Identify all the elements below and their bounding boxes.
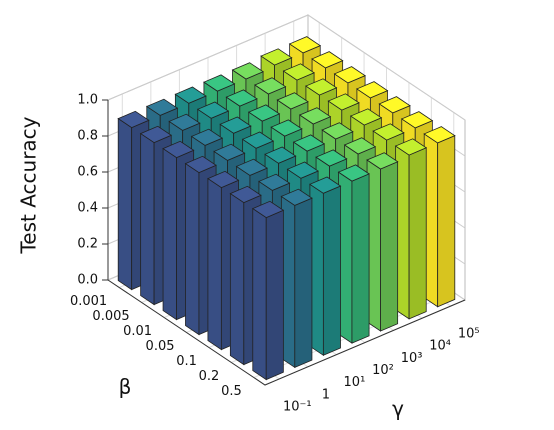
- y-tick-label: 0.1: [176, 354, 197, 369]
- bar: [366, 152, 399, 332]
- bar-front: [408, 147, 427, 320]
- y-tick-label: 0.5: [221, 384, 242, 399]
- bar-top: [219, 116, 252, 134]
- bar-side: [140, 132, 155, 306]
- bar-top: [213, 143, 246, 161]
- bar-front: [351, 173, 370, 344]
- bar-top: [288, 36, 322, 54]
- grid-line: [107, 14, 466, 121]
- bar-top: [264, 146, 297, 164]
- bar-top: [251, 200, 285, 219]
- floor-edge: [107, 279, 466, 386]
- bar-front: [322, 185, 341, 356]
- bar-top: [298, 107, 332, 125]
- x-tick-label: 10⁻¹: [283, 399, 312, 414]
- bar: [280, 188, 313, 369]
- x-tick-label: 10²: [372, 363, 394, 378]
- bar-front: [294, 197, 313, 369]
- bar-top: [231, 62, 264, 80]
- bar-top: [190, 128, 224, 146]
- y-tick-label: 0.01: [123, 324, 152, 339]
- bar-side: [185, 162, 200, 336]
- x-tick-label: 10⁵: [458, 327, 480, 342]
- bar: [337, 164, 370, 344]
- bar-top: [349, 108, 383, 126]
- bar-top: [203, 74, 236, 92]
- y-tick-label: 0.05: [146, 339, 175, 354]
- bar-top: [235, 158, 268, 176]
- bar-top: [229, 185, 262, 204]
- bar-top: [378, 96, 411, 114]
- bar-top: [254, 77, 287, 95]
- z-tick-label: 0.6: [77, 165, 98, 180]
- bar-top: [372, 123, 405, 141]
- x-tick-label: 10⁴: [429, 339, 451, 354]
- bar-top: [286, 161, 319, 179]
- bar-side: [207, 177, 222, 351]
- bar-side: [229, 192, 245, 366]
- bar-side: [117, 117, 133, 291]
- y-tick-label: 0.005: [92, 309, 129, 324]
- bar-top: [196, 101, 230, 119]
- bar-top: [225, 89, 258, 107]
- bar-top: [258, 173, 291, 191]
- z-tick-label: 0.4: [77, 201, 98, 216]
- z-tick-label: 1.0: [77, 93, 98, 108]
- bar-top: [315, 149, 348, 167]
- bar-top: [356, 81, 389, 99]
- bar-front: [437, 135, 456, 308]
- bar: [423, 126, 456, 308]
- bar-top: [400, 111, 434, 129]
- bar-side: [252, 207, 267, 381]
- bar-top: [168, 113, 201, 131]
- bar-top: [280, 188, 313, 206]
- bar-top: [343, 137, 377, 155]
- x-axis-label: γ: [392, 397, 404, 421]
- bar-top: [311, 51, 344, 69]
- bar-top: [260, 48, 293, 66]
- bar-side: [162, 147, 177, 321]
- bar-top: [207, 170, 240, 189]
- bar-front: [265, 209, 284, 381]
- bar-top: [321, 122, 354, 140]
- bar: [251, 200, 285, 381]
- bar-top: [117, 110, 150, 129]
- bar-top: [174, 86, 207, 104]
- bar-top: [423, 126, 456, 144]
- bar-top: [282, 63, 315, 81]
- bar-top: [337, 164, 370, 182]
- bar-front: [380, 161, 399, 332]
- z-axis-label: Test Accuracy: [17, 116, 41, 254]
- x-tick-label: 1: [322, 387, 330, 402]
- bar-top: [184, 155, 217, 174]
- bar-top: [394, 138, 428, 156]
- y-tick-label: 0.2: [199, 369, 220, 384]
- bar-top: [139, 125, 173, 144]
- bar-top: [292, 134, 326, 152]
- bar-top: [247, 104, 281, 122]
- bar-top: [305, 78, 338, 96]
- z-tick-label: 0.8: [77, 129, 98, 144]
- z-tick-label: 0.0: [77, 273, 98, 288]
- bar-top: [241, 131, 275, 149]
- z-tick-label: 0.2: [77, 237, 98, 252]
- bar: [309, 176, 342, 357]
- bar-top: [327, 93, 360, 111]
- bar-top: [270, 119, 303, 137]
- x-tick-label: 10³: [401, 351, 423, 366]
- bar-top: [366, 152, 399, 170]
- bar-top: [145, 98, 179, 116]
- bar-top: [333, 66, 366, 84]
- bar-top: [276, 92, 309, 110]
- y-tick-label: 0.001: [70, 294, 107, 309]
- bar-top: [309, 176, 342, 194]
- bar: [394, 138, 428, 320]
- y-axis-label: β: [119, 375, 132, 399]
- bar-top: [162, 140, 195, 159]
- x-tick-label: 10¹: [344, 375, 366, 390]
